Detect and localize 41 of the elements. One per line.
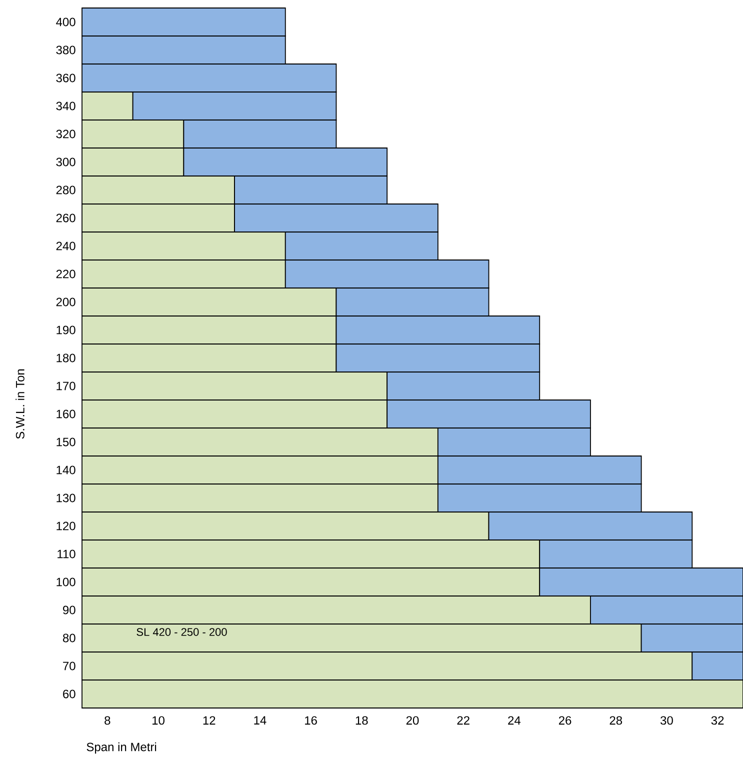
y-tick-label: 130 [56, 494, 76, 502]
y-tick-label: 400 [56, 18, 76, 26]
x-tick-label: 8 [104, 716, 110, 725]
x-tick-label: 20 [406, 716, 418, 725]
y-tick-label: 100 [56, 578, 76, 586]
annotation: SL 420 - 250 - 200 [136, 628, 227, 636]
y-tick-label: 300 [56, 158, 76, 166]
y-tick-label: 120 [56, 522, 76, 530]
x-tick-label: 14 [254, 716, 266, 724]
y-tick-label: 260 [56, 214, 76, 222]
y-tick-label: 360 [56, 74, 76, 82]
y-tick-label: 340 [56, 102, 76, 110]
y-tick-label: 200 [56, 298, 76, 306]
y-tick-label: 190 [56, 326, 76, 334]
y-tick-label: 60 [62, 690, 76, 698]
x-tick-label: 18 [356, 716, 368, 725]
y-tick-label: 220 [56, 270, 76, 278]
x-tick-label: 30 [660, 716, 673, 725]
y-tick-label: 160 [56, 410, 76, 418]
x-tick-label: 28 [610, 716, 622, 725]
x-tick-label: 22 [457, 716, 470, 725]
x-axis-title: Span in Metri [86, 742, 156, 754]
y-tick-label: 380 [56, 46, 76, 54]
y-tick-label: 110 [57, 550, 76, 558]
y-tick-label: 80 [62, 634, 76, 642]
x-tick-label: 24 [508, 716, 520, 725]
y-axis-title: S.W.L. in Ton [15, 369, 24, 439]
x-tick-label: 12 [203, 716, 215, 725]
y-tick-label: 180 [56, 354, 76, 362]
x-tick-label: 26 [558, 716, 571, 725]
y-tick-label: 280 [56, 186, 76, 194]
y-tick-label: 150 [56, 438, 76, 446]
x-tick-label: 32 [711, 716, 724, 725]
y-tick-label: 140 [56, 466, 76, 474]
y-tick-label: 90 [62, 606, 76, 614]
y-tick-label: 320 [56, 130, 76, 138]
y-tick-label: 70 [62, 662, 76, 670]
y-tick-label: 170 [56, 382, 76, 390]
x-tick-label: 16 [304, 716, 317, 725]
x-tick-label: 10 [152, 716, 164, 725]
y-tick-label: 240 [56, 242, 76, 250]
